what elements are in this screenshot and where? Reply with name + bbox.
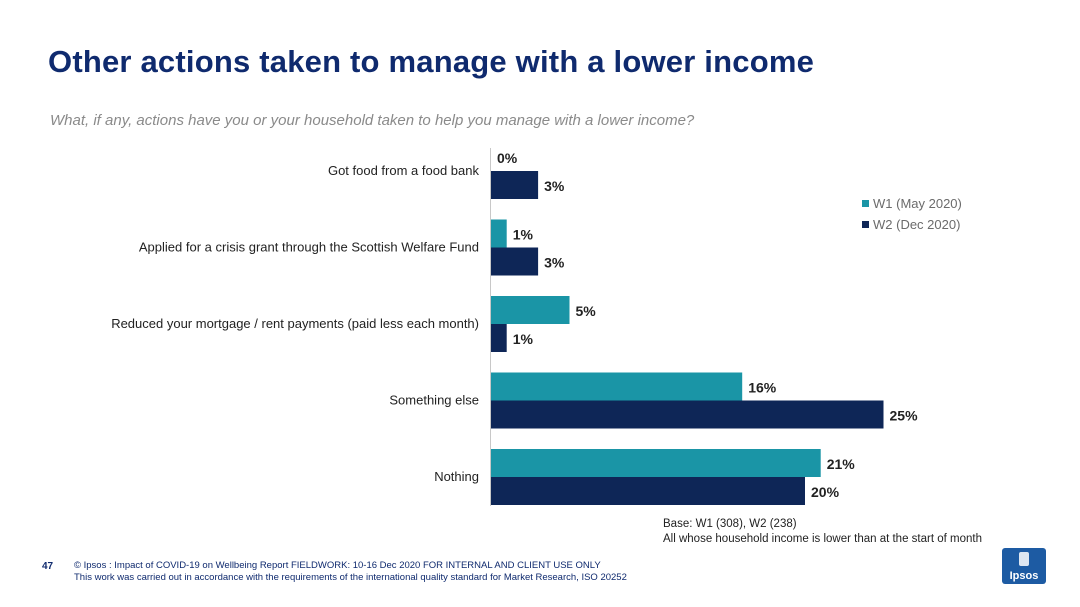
footer-text: © Ipsos : Impact of COVID-19 on Wellbein… (74, 560, 627, 584)
legend-item-w1: W1 (May 2020) (862, 193, 962, 214)
category-label: Nothing (434, 469, 479, 484)
legend-label-w2: W2 (Dec 2020) (873, 217, 961, 232)
legend-label-w1: W1 (May 2020) (873, 196, 962, 211)
category-label: Something else (389, 393, 479, 408)
data-label: 20% (811, 484, 840, 500)
data-label: 3% (544, 255, 565, 271)
footer-line1: © Ipsos : Impact of COVID-19 on Wellbein… (74, 560, 601, 571)
bar-w1 (491, 372, 743, 401)
bar-w2 (491, 400, 884, 429)
category-label: Got food from a food bank (328, 163, 480, 178)
data-label: 25% (890, 408, 919, 424)
footer-line2: This work was carried out in accordance … (74, 572, 627, 583)
bar-w2 (491, 247, 539, 276)
page-title: Other actions taken to manage with a low… (48, 44, 815, 79)
base-note-line2: All whose household income is lower than… (663, 533, 982, 545)
bar-w1 (491, 219, 507, 248)
ipsos-logo: Ipsos (1002, 548, 1046, 584)
legend-swatch-w1 (862, 200, 869, 207)
bar-w2 (491, 477, 805, 505)
question-subtitle: What, if any, actions have you or your h… (50, 112, 695, 129)
data-label: 3% (544, 178, 565, 194)
category-label: Reduced your mortgage / rent payments (p… (111, 316, 479, 331)
category-label: Applied for a crisis grant through the S… (139, 240, 479, 255)
data-label: 1% (513, 331, 534, 347)
page-number: 47 (42, 561, 54, 572)
bar-w1 (491, 449, 821, 477)
data-label: 0% (497, 150, 518, 166)
legend: W1 (May 2020) W2 (Dec 2020) (862, 193, 962, 235)
svg-text:Ipsos: Ipsos (1010, 570, 1039, 582)
data-label: 21% (827, 456, 856, 472)
bar-w2 (491, 171, 539, 199)
base-note-line1: Base: W1 (308), W2 (238) (663, 518, 797, 530)
data-label: 16% (748, 380, 777, 396)
legend-swatch-w2 (862, 221, 869, 228)
legend-item-w2: W2 (Dec 2020) (862, 214, 962, 235)
data-label: 1% (513, 227, 534, 243)
bar-w1 (491, 296, 570, 324)
bar-w2 (491, 324, 507, 352)
data-label: 5% (576, 303, 597, 319)
base-note: Base: W1 (308), W2 (238) All whose house… (663, 517, 982, 547)
